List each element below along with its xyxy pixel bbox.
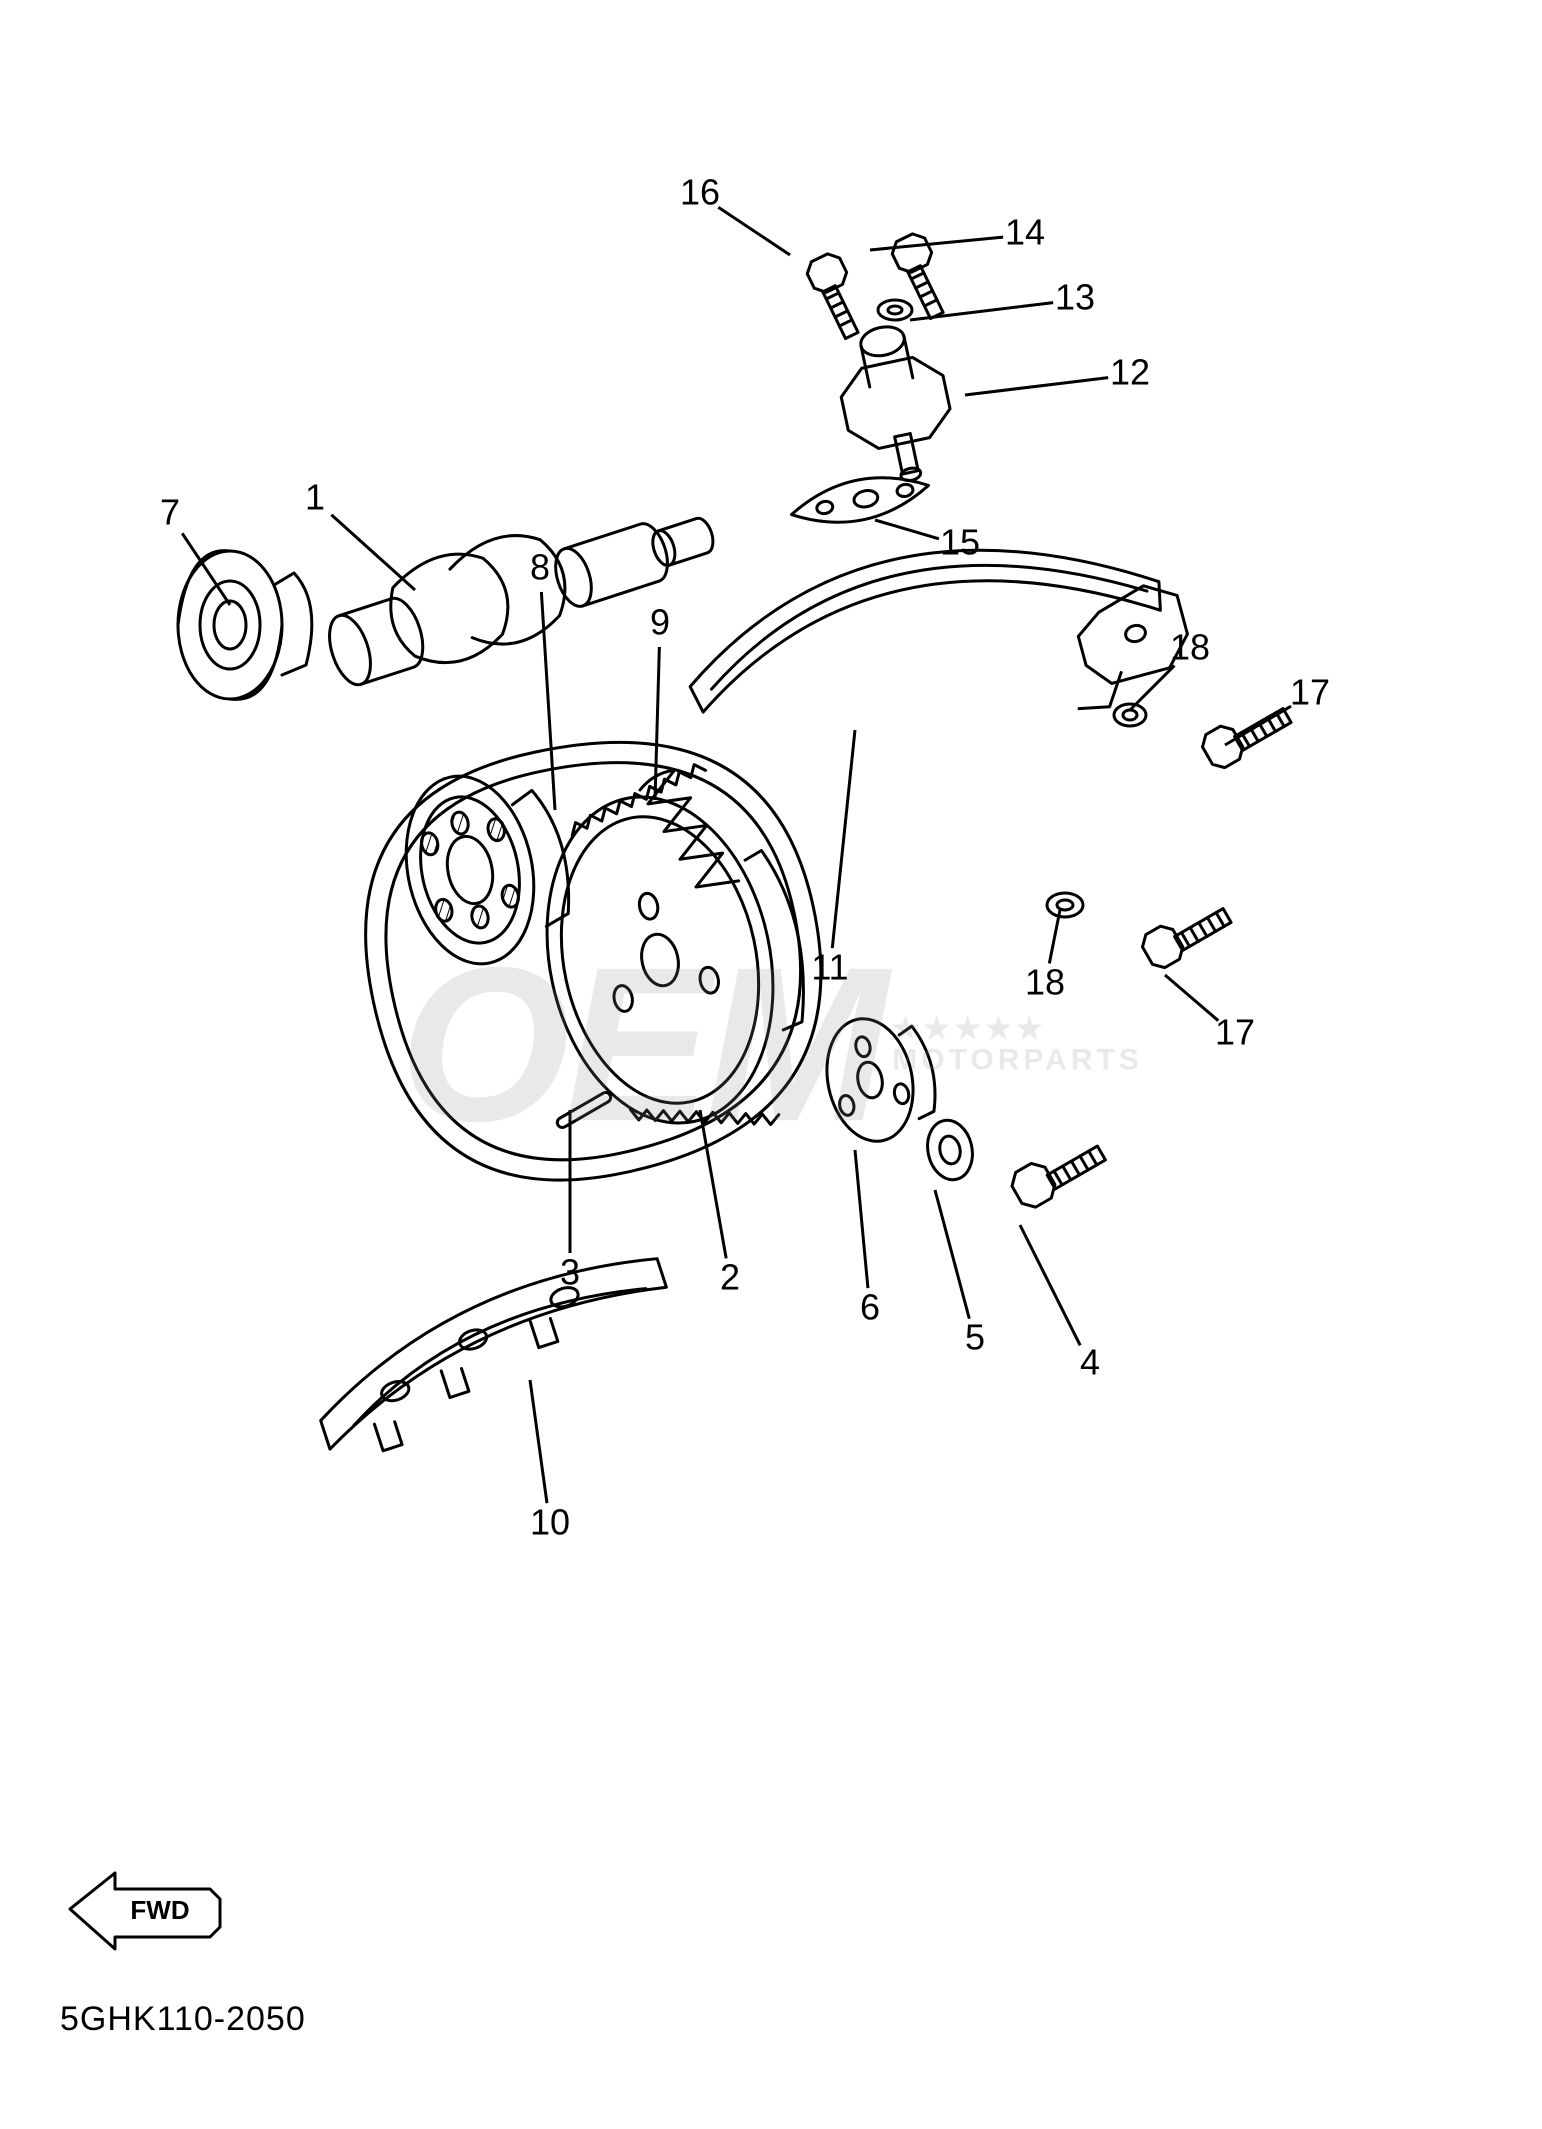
leader-2	[700, 1110, 726, 1258]
part-2-sprocket	[514, 751, 835, 1163]
part-18-washer-top	[1114, 704, 1146, 726]
part-16-bolt	[803, 250, 872, 341]
callout-18: 18	[1170, 627, 1210, 668]
callouts-group: 1234567891011121314151617171818	[160, 172, 1330, 1543]
callout-15: 15	[940, 522, 980, 563]
callout-8: 8	[530, 547, 550, 588]
leader-15	[875, 520, 939, 539]
leader-1	[331, 515, 415, 590]
part-12-tensioner	[829, 317, 963, 491]
callout-1: 1	[305, 477, 325, 518]
part-10-guide	[301, 1245, 688, 1466]
exploded-diagram: 1234567891011121314151617171818	[0, 0, 1542, 2129]
callout-11: 11	[811, 947, 848, 988]
leader-18b	[1049, 910, 1060, 963]
leader-7	[182, 533, 230, 605]
callout-13: 13	[1055, 277, 1095, 318]
callout-6: 6	[860, 1287, 880, 1328]
leader-16	[718, 207, 790, 255]
part-15-gasket	[787, 466, 932, 534]
callout-16: 16	[680, 172, 720, 213]
fwd-arrow: FWD	[60, 1849, 230, 1959]
part-1-camshaft	[314, 475, 725, 698]
part-4-bolt	[1007, 1130, 1108, 1212]
leader-4	[1020, 1225, 1080, 1345]
callout-5: 5	[965, 1317, 985, 1358]
leader-17b	[1165, 975, 1218, 1021]
callout-18b: 18	[1025, 962, 1065, 1003]
leader-10	[530, 1380, 547, 1503]
diagram-code: 5GHK110-2050	[60, 2000, 306, 2039]
part-13-washer	[878, 300, 912, 320]
leader-11	[832, 730, 855, 948]
callout-2: 2	[720, 1257, 740, 1298]
part-3-pin	[556, 1091, 613, 1130]
callout-17b: 17	[1215, 1012, 1255, 1053]
callout-10: 10	[530, 1502, 570, 1543]
callout-9: 9	[650, 602, 670, 643]
leader-14	[870, 237, 1003, 250]
callout-7: 7	[160, 492, 180, 533]
leader-12	[965, 378, 1108, 395]
leader-6	[855, 1150, 868, 1288]
callout-17: 17	[1290, 672, 1330, 713]
callout-3: 3	[560, 1252, 580, 1293]
callout-4: 4	[1080, 1342, 1100, 1383]
part-7-bearing	[178, 551, 312, 700]
part-5-washer	[922, 1116, 978, 1184]
part-17-bolt-bot	[1138, 895, 1234, 972]
leader-5	[935, 1190, 969, 1319]
part-6-plate	[816, 1006, 945, 1149]
fwd-label: FWD	[130, 1895, 189, 1925]
callout-12: 12	[1110, 352, 1150, 393]
leader-13	[910, 303, 1053, 320]
part-3-chain	[330, 702, 860, 1216]
part-18-washer-bot	[1047, 893, 1083, 917]
callout-14: 14	[1005, 212, 1045, 253]
